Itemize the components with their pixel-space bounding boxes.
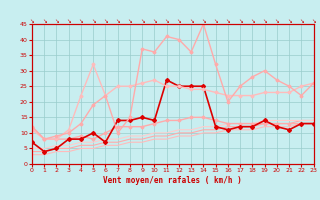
X-axis label: Vent moyen/en rafales ( km/h ): Vent moyen/en rafales ( km/h ) xyxy=(103,176,242,185)
